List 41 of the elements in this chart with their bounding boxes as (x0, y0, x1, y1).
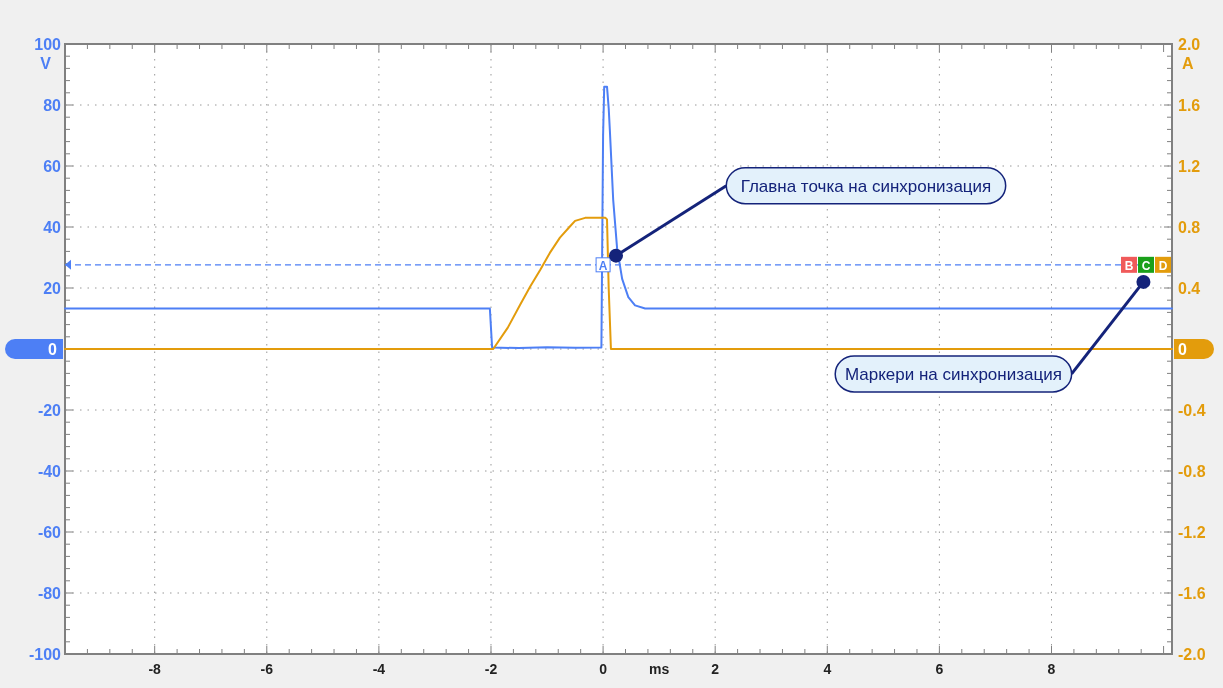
y2-tick-label: 1.6 (1178, 97, 1201, 114)
annotation: D (1158, 258, 1168, 273)
y2-tick-label: -2.0 (1178, 646, 1206, 663)
y2-tick-label: 0.8 (1178, 219, 1201, 236)
x-tick-label: 6 (935, 661, 944, 677)
y2-tick-label: 0 (1178, 341, 1187, 358)
y2-tick-label: 0.4 (1178, 280, 1201, 297)
annotation: Маркери на синхронизация (844, 364, 1062, 384)
x-tick-label: 2 (711, 661, 720, 677)
x-axis-title: ms (649, 661, 670, 677)
line-series (64, 85, 1173, 350)
y2-tick-label: 1.2 (1178, 158, 1201, 175)
y2-tick-label: -0.4 (1178, 402, 1206, 419)
x-tick-label: -4 (372, 661, 386, 677)
y-tick-label: 40 (43, 219, 62, 236)
y-tick-label: 80 (43, 97, 62, 114)
annotation: B (1124, 258, 1134, 273)
x-tick-label: -2 (484, 661, 498, 677)
y-tick-label: -60 (37, 524, 62, 541)
y-tick-label: 0 (48, 341, 58, 358)
x-tick-label: 8 (1047, 661, 1056, 677)
x-tick-label: -6 (260, 661, 274, 677)
y-tick-label: -20 (37, 402, 62, 419)
ref-line-label: A (598, 258, 608, 273)
y2-tick-label: -1.2 (1178, 524, 1206, 541)
y-tick-label: 20 (43, 280, 62, 297)
y-tick-label: 100 (34, 36, 62, 53)
y-tick-label: -100 (28, 646, 62, 663)
y-tick-label: -40 (37, 463, 62, 480)
annotation: C (1141, 258, 1151, 273)
x-tick-label: 0 (599, 661, 608, 677)
y-axis-title: V (40, 55, 52, 72)
y2-tick-label: 2.0 (1178, 36, 1201, 53)
x-tick-label: -8 (148, 661, 162, 677)
annotation: Главна точка на синхронизация (740, 176, 992, 196)
y2-tick-label: -1.6 (1178, 585, 1206, 602)
y-tick-label: -80 (37, 585, 62, 602)
y2-tick-label: -0.8 (1178, 463, 1206, 480)
y-tick-label: 60 (43, 158, 62, 175)
x-tick-label: 4 (823, 661, 832, 677)
y2-axis-title: A (1182, 55, 1194, 72)
